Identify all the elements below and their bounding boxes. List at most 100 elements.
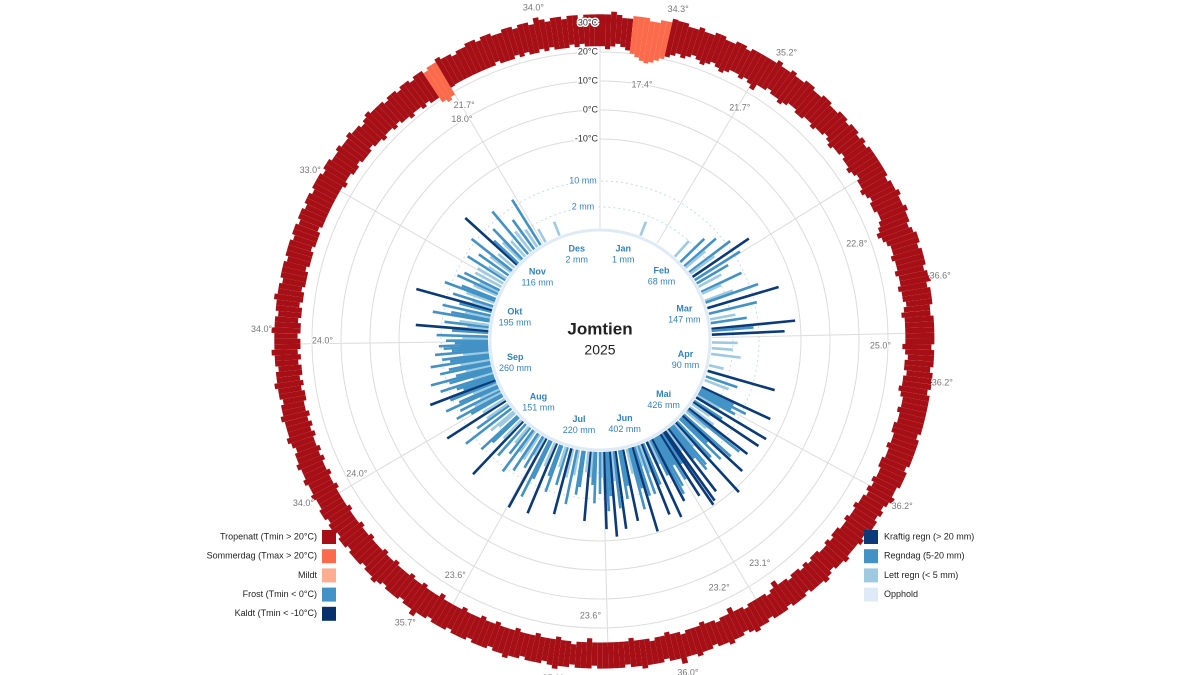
temp-bar — [813, 550, 834, 571]
temp-bar — [435, 601, 453, 628]
min-temp-label: 21.7° — [454, 100, 476, 110]
temp-bar — [628, 637, 637, 668]
temp-bar — [675, 22, 690, 55]
legend-swatch — [864, 568, 878, 583]
temp-bar — [362, 546, 383, 567]
temp-bar — [824, 539, 850, 563]
precip-bar — [705, 282, 759, 304]
precip-bar — [507, 437, 548, 509]
temp-bar — [602, 642, 609, 669]
precip-bar — [621, 449, 640, 522]
temp-bar — [535, 636, 546, 664]
temp-bar — [792, 84, 816, 110]
temp-bar — [516, 23, 530, 54]
temp-bar — [709, 620, 725, 647]
precip-bar — [472, 382, 498, 395]
temp-bar — [524, 634, 536, 662]
temp-bar — [886, 441, 916, 457]
temp-bar — [500, 28, 516, 61]
month-name: Mai — [656, 389, 671, 399]
temp-bar — [600, 14, 606, 47]
temp-bar — [629, 16, 640, 55]
temp-bar — [310, 479, 334, 495]
month-precip-total: 90 mm — [672, 360, 700, 370]
month-name: Aug — [530, 391, 548, 401]
temp-bar — [876, 472, 903, 489]
precip-bar — [446, 399, 507, 440]
temp-bar — [841, 137, 866, 158]
temp-bar — [729, 43, 748, 73]
temp-bar — [378, 101, 400, 125]
temp-bar — [355, 125, 379, 147]
month-spoke — [656, 66, 762, 244]
temp-bar — [403, 80, 427, 110]
legend-label: Kaldt (Tmin < -10°C) — [235, 608, 317, 618]
precip-bar — [699, 389, 747, 416]
temp-bar — [809, 554, 832, 577]
month-name: Nov — [529, 267, 546, 277]
precip-bar — [657, 434, 687, 480]
precip-bar — [415, 287, 493, 312]
precip-bar — [687, 407, 749, 456]
temp-bar — [285, 250, 313, 263]
precip-bar — [489, 255, 512, 274]
temp-bar — [899, 275, 931, 287]
max-temp-label: 35.1° — [543, 673, 565, 675]
temp-bar — [455, 611, 472, 638]
temp-bar — [904, 315, 934, 323]
precip-bar — [497, 253, 516, 269]
temp-bar — [761, 60, 784, 91]
precip-bar — [625, 448, 635, 475]
precip-bar — [663, 430, 716, 502]
precip-bar — [711, 346, 733, 352]
precip-bar — [430, 367, 493, 387]
precip-bar — [473, 284, 498, 297]
precip-bar — [698, 391, 732, 411]
temp-bar — [714, 39, 731, 69]
temp-bar — [659, 21, 673, 60]
temp-bar — [843, 520, 866, 539]
temp-bar — [282, 260, 307, 272]
temp-bar — [866, 491, 889, 508]
legend-label: Regndag (5-20 mm) — [884, 551, 965, 561]
legend-swatch — [864, 549, 878, 564]
temp-bar — [898, 412, 926, 424]
precip-bar — [444, 280, 496, 303]
temp-bar — [327, 504, 353, 524]
temp-bar — [287, 426, 312, 438]
precip-bar — [608, 451, 619, 537]
precip-bar — [606, 451, 613, 497]
chart-subtitle: 2025 — [584, 342, 615, 358]
min-temp-label: 18.0° — [451, 114, 473, 124]
temp-bar — [312, 189, 336, 205]
precip-bar — [680, 416, 709, 444]
temp-bar — [557, 639, 567, 667]
precip-bar — [456, 274, 499, 295]
precip-bar — [462, 350, 489, 357]
temp-bar — [903, 364, 931, 373]
max-temp-label: 36.2° — [932, 377, 954, 387]
temp-bar — [368, 554, 391, 577]
temp-bar — [274, 379, 304, 390]
precip-bar — [649, 439, 669, 476]
precip-bar — [449, 380, 497, 402]
temp-bar — [344, 138, 369, 159]
temp-bar — [460, 46, 478, 76]
temp-bar — [769, 587, 789, 613]
temp-bar — [710, 34, 727, 64]
precip-bar — [508, 426, 532, 455]
precip-bar — [465, 364, 492, 373]
precip-bar — [544, 444, 564, 493]
precip-bar — [465, 407, 513, 445]
temp-bar — [892, 243, 919, 256]
precip-bar — [488, 265, 508, 280]
precip-bar — [697, 392, 736, 416]
precip-bar — [438, 343, 489, 348]
precip-bar — [678, 417, 722, 461]
precip-bar — [511, 198, 542, 246]
temp-bar — [684, 628, 698, 656]
precip-bar — [443, 344, 489, 351]
temp-bar — [460, 613, 477, 640]
precip-bar — [710, 316, 747, 325]
precip-bar — [614, 450, 628, 530]
